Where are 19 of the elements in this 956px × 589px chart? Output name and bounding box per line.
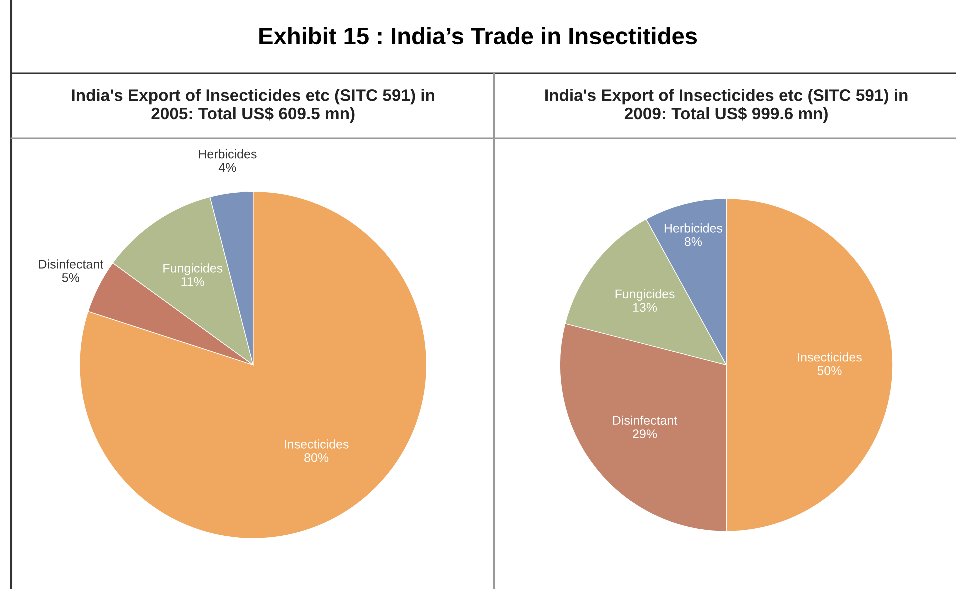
data-label: 80% bbox=[304, 453, 329, 462]
slice-label: Insecticides bbox=[285, 440, 349, 449]
data-label: 50% bbox=[818, 366, 842, 376]
slice-label: Fungicides bbox=[164, 264, 223, 276]
data-label: 13% bbox=[633, 303, 658, 312]
data-label: 5% bbox=[62, 274, 80, 282]
data-label: 4% bbox=[218, 163, 236, 172]
text: Exhibit 15 : India’s Trade in Insectitides bbox=[260, 27, 698, 45]
slice-label: Herbicides bbox=[664, 224, 723, 233]
data-label: 29% bbox=[633, 430, 658, 439]
chart-title: India's Export of Insecticides etc (SITC 591) in 2005: Total US$ 609.5 mn) bbox=[72, 89, 434, 123]
data-label: 11% bbox=[182, 278, 204, 286]
slice-label: Herbicides bbox=[199, 150, 257, 159]
slice-label: Fungicides bbox=[616, 289, 675, 302]
slice-label: Disinfectant bbox=[39, 260, 104, 269]
slice-label: Disinfectant bbox=[613, 416, 678, 426]
chart-title: India's Export of Insecticides etc (SITC 591) in 2009: Total US$ 999.6 mn) bbox=[546, 89, 908, 123]
data-label: 8% bbox=[684, 237, 702, 246]
slice-label: Insecticides bbox=[798, 352, 862, 362]
